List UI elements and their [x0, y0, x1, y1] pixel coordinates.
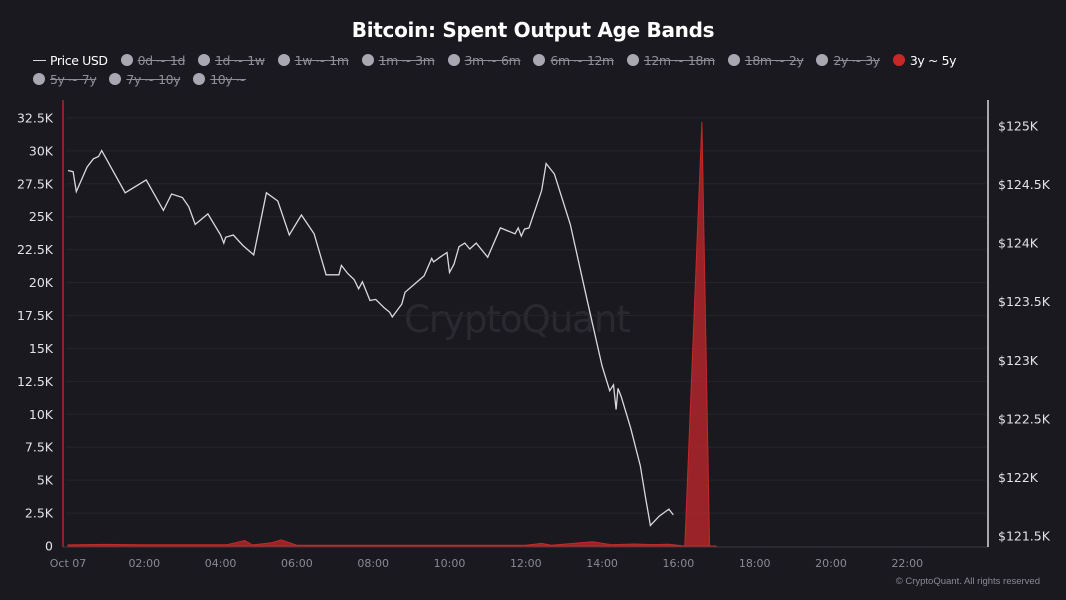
x-tick-label: 08:00 — [357, 557, 389, 570]
legend-item-6m-12m[interactable]: 6m ~ 12m — [533, 51, 614, 69]
right-tick-label: $125K — [998, 119, 1039, 134]
left-tick-label: 17.5K — [17, 308, 54, 323]
legend-item-2y-3y[interactable]: 2y ~ 3y — [816, 51, 880, 69]
right-tick-label: $123K — [998, 353, 1039, 368]
dot-swatch-icon — [120, 54, 133, 66]
right-tick-label: $124.5K — [998, 177, 1051, 192]
left-tick-label: 7.5K — [25, 440, 54, 455]
watermark: CryptoQuant — [404, 298, 631, 341]
x-tick-label: 06:00 — [281, 557, 313, 570]
left-y-axis: 0 2.5K 5K 7.5K 10K 12.5K 15K 17.5K 20K 22.5K 25K 27… — [17, 110, 54, 553]
dot-swatch-icon — [361, 54, 374, 66]
x-tick-label: 02:00 — [128, 557, 160, 570]
chart-title: Bitcoin: Spent Output Age Bands — [351, 18, 715, 42]
dot-swatch-icon — [447, 54, 460, 66]
legend-item-3y-5y[interactable]: 3y ~ 5y — [892, 51, 957, 69]
left-tick-label: 20K — [29, 275, 54, 290]
legend: Price USD 0d ~ 1d 1d ~ 1w 1w ~ 1m 1m ~ 3… — [33, 51, 1043, 88]
x-tick-label: 18:00 — [739, 557, 771, 570]
dot-swatch-icon — [533, 54, 546, 66]
left-tick-label: 30K — [29, 143, 54, 158]
left-tick-label: 5K — [37, 473, 54, 488]
left-tick-label: 25K — [29, 209, 54, 224]
dot-swatch-icon — [626, 54, 639, 66]
x-tick-label: 16:00 — [663, 557, 695, 570]
dot-swatch-icon — [277, 54, 290, 66]
legend-item-1m-3m[interactable]: 1m ~ 3m — [361, 51, 435, 69]
line-swatch-icon — [33, 59, 46, 61]
left-tick-label: 0 — [45, 539, 53, 554]
legend-item-10y-plus[interactable]: 10y ~ — [193, 70, 246, 88]
dot-swatch-icon — [197, 54, 210, 66]
legend-item-0d-1d[interactable]: 0d ~ 1d — [120, 51, 185, 69]
legend-item-price-usd[interactable]: Price USD — [33, 51, 108, 69]
left-tick-label: 27.5K — [17, 176, 54, 191]
dot-swatch-icon — [109, 73, 122, 85]
right-tick-label: $122K — [998, 470, 1039, 485]
left-tick-label: 10K — [29, 407, 54, 422]
dot-swatch-icon — [816, 54, 829, 66]
left-tick-label: 12.5K — [17, 374, 54, 389]
x-axis: Oct 07 02:00 04:00 06:00 08:00 10:00 12:00 14:0… — [50, 557, 923, 570]
x-tick-label: 22:00 — [891, 557, 923, 570]
right-tick-label: $124K — [998, 236, 1039, 251]
left-tick-label: 2.5K — [25, 506, 54, 521]
legend-item-5y-7y[interactable]: 5y ~ 7y — [33, 70, 97, 88]
legend-item-12m-18m[interactable]: 12m ~ 18m — [626, 51, 715, 69]
right-tick-label: $123.5K — [998, 294, 1051, 309]
legend-item-1w-1m[interactable]: 1w ~ 1m — [277, 51, 349, 69]
legend-item-1d-1w[interactable]: 1d ~ 1w — [197, 51, 265, 69]
x-tick-label: Oct 07 — [50, 557, 87, 570]
dot-swatch-icon — [193, 73, 206, 85]
legend-item-7y-10y[interactable]: 7y ~ 10y — [109, 70, 181, 88]
x-tick-label: 20:00 — [815, 557, 847, 570]
band-3y-5y-area — [67, 121, 717, 547]
dot-swatch-icon — [727, 54, 740, 66]
x-tick-label: 12:00 — [510, 557, 542, 570]
x-tick-label: 10:00 — [434, 557, 466, 570]
dot-swatch-icon — [33, 73, 45, 85]
right-tick-label: $122.5K — [998, 411, 1051, 426]
left-tick-label: 22.5K — [17, 242, 54, 257]
gridlines — [63, 117, 988, 548]
left-tick-label: 32.5K — [17, 110, 54, 125]
legend-item-18m-2y[interactable]: 18m ~ 2y — [727, 51, 804, 69]
right-y-axis: $121.5K $122K $122.5K $123K $123.5K $124K $124… — [998, 119, 1051, 544]
x-tick-label: 04:00 — [205, 557, 237, 570]
dot-swatch-icon — [892, 54, 905, 66]
right-tick-label: $121.5K — [998, 529, 1051, 544]
legend-item-3m-6m[interactable]: 3m ~ 6m — [447, 51, 521, 69]
x-tick-label: 14:00 — [586, 557, 618, 570]
left-tick-label: 15K — [29, 341, 54, 356]
copyright-text: © CryptoQuant. All rights reserved — [895, 576, 1040, 587]
price-usd-line — [67, 149, 674, 527]
